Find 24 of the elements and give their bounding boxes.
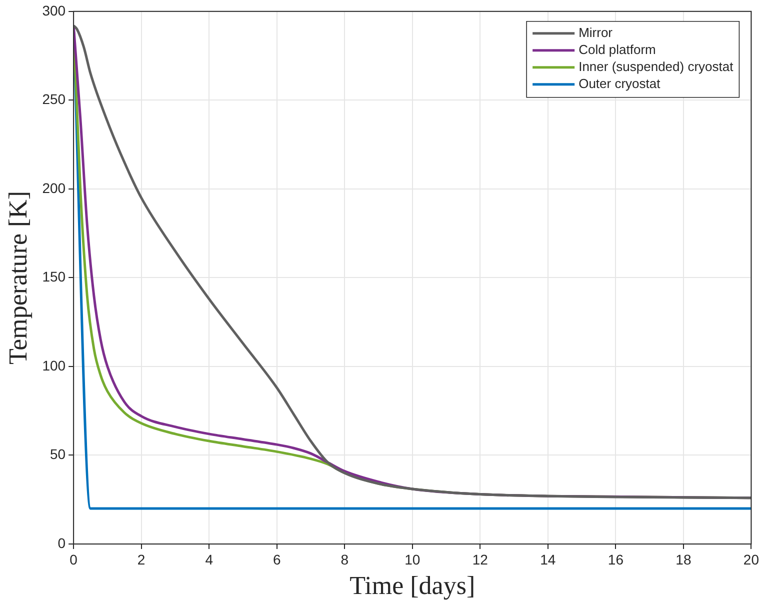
x-tick-label: 12	[472, 551, 488, 568]
y-tick-label: 150	[42, 268, 66, 285]
x-tick-label: 16	[608, 551, 624, 568]
x-tick-label: 18	[676, 551, 692, 568]
y-tick-label: 50	[50, 446, 66, 462]
x-tick-label: 2	[137, 551, 146, 568]
x-tick-label: 20	[743, 551, 760, 568]
x-tick-label: 8	[340, 551, 349, 568]
y-tick-label: 300	[42, 2, 66, 18]
x-tick-label: 10	[404, 551, 420, 568]
x-axis-title: Time [days]	[350, 571, 476, 600]
y-tick-label: 200	[42, 180, 66, 196]
x-tick-label: 6	[272, 551, 281, 568]
x-tick-label: 4	[205, 551, 214, 568]
y-tick-label: 100	[42, 357, 66, 374]
legend-label: Outer cryostat	[578, 76, 661, 91]
legend-label: Inner (suspended) cryostat	[578, 58, 734, 74]
legend-label: Cold platform	[578, 42, 656, 57]
x-tick-label: 14	[540, 551, 556, 568]
y-tick-label: 0	[58, 534, 66, 551]
y-tick-label: 250	[42, 91, 66, 108]
y-axis-title: Temperature [K]	[3, 190, 32, 364]
x-tick-label: 0	[70, 551, 78, 568]
legend-label: Mirror	[578, 24, 614, 40]
